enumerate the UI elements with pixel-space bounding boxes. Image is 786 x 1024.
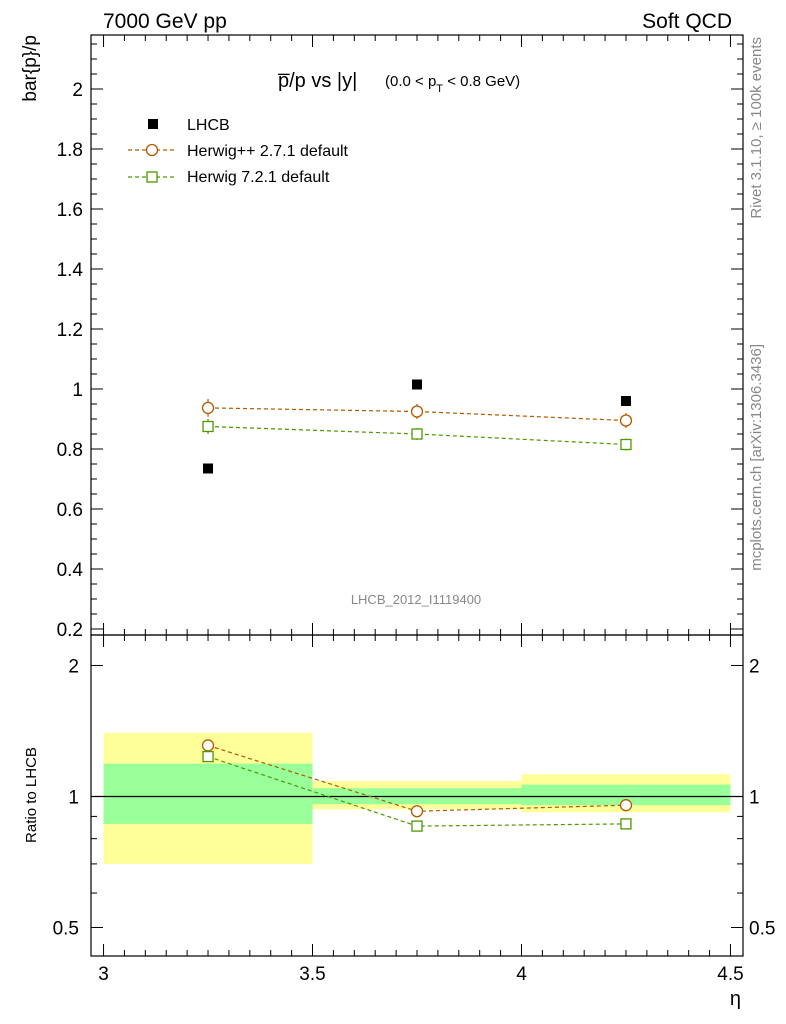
legend-entry-lhcb: LHCB (148, 117, 230, 134)
chart-subtitle: (0.0 < pT < 0.8 GeV) (385, 73, 520, 95)
legend-entry-herwig7: Herwig 7.2.1 default (128, 169, 330, 186)
main-data-point-circle (201, 401, 215, 415)
uncertainty-band-green (103, 763, 313, 824)
chart-subtitle-index: T (436, 83, 443, 95)
ratio-data-point-circle (201, 739, 215, 752)
main-x-ticks (103, 35, 731, 635)
chart-subtitle-post: < 0.8 GeV) (443, 73, 520, 90)
ratio-data-point-square (202, 750, 214, 763)
main-y-tick-label: 0.6 (57, 500, 83, 521)
header-right: Soft QCD (642, 10, 732, 33)
main-y-tick-label: 1.6 (57, 200, 83, 221)
x-tick-label: 4 (516, 964, 527, 985)
main-y-axis: 0.2 0.4 0.6 0.8 1 1.2 1.4 1.6 1.8 2 (57, 43, 743, 641)
lhcb-data-point (620, 396, 631, 406)
header-left: 7000 GeV pp (103, 10, 227, 33)
legend-entry-herwigpp: Herwig++ 2.7.1 default (128, 143, 349, 160)
legend-label-herwig7: Herwig 7.2.1 default (187, 169, 330, 186)
x-tick-label: 3 (98, 964, 109, 985)
main-y-tick-label: 2 (72, 80, 83, 101)
main-y-tick-label: 1.4 (57, 260, 84, 281)
lhcb-data-point (203, 463, 214, 474)
main-data-point-square (202, 420, 214, 433)
legend-label-herwigpp: Herwig++ 2.7.1 default (187, 143, 349, 160)
ratio-data-point-circle (619, 799, 633, 812)
chart-title: p̅/p vs |y| (278, 70, 357, 92)
lhcb-data-point (412, 379, 422, 390)
legend-label-lhcb: LHCB (187, 117, 230, 134)
legend-marker-open-square (146, 171, 158, 183)
ratio-y-tick-label: 0.5 (53, 918, 79, 939)
ratio-y-tick-label: 1 (68, 787, 79, 808)
legend: LHCB Herwig++ 2.7.1 default Herwig 7.2.1… (128, 117, 349, 186)
analysis-watermark: LHCB_2012_I1119400 (351, 592, 481, 607)
legend-marker-filled-square (148, 119, 158, 129)
ratio-y-tick-label-right: 2 (749, 656, 760, 677)
rivet-version-text: Rivet 3.1.10, ≥ 100k events (748, 37, 765, 219)
ratio-data-point-circle (410, 805, 424, 818)
ratio-y-axis-label: Ratio to LHCB (23, 747, 40, 843)
main-panel: 0.2 0.4 0.6 0.8 1 1.2 1.4 1.6 1.8 2 bar{p}/p p̅/p… (20, 34, 744, 641)
main-y-axis-label: bar{p}/p (20, 35, 41, 102)
main-data-point-square (620, 438, 632, 451)
main-y-tick-label: 1.2 (57, 320, 83, 341)
legend-marker-open-circle (145, 143, 159, 157)
x-tick-label: 4.5 (717, 964, 743, 985)
chart-subtitle-pre: (0.0 < p (385, 73, 436, 90)
main-y-tick-label: 0.4 (57, 560, 84, 581)
ratio-data-point-square (411, 820, 423, 832)
ratio-x-axis: 3 3.5 4 4.5 (98, 635, 744, 985)
x-axis-label: η (730, 988, 741, 1010)
uncertainty-band-green (521, 784, 731, 806)
main-data-point-circle (619, 414, 633, 427)
main-data-point-circle (410, 405, 424, 418)
ratio-y-tick-label-right: 0.5 (749, 918, 775, 939)
ratio-panel: 0.5 0.5 1 1 2 2 3 3.5 4 4.5 Ratio to LHCB η (23, 634, 776, 1010)
main-y-tick-label: 0.2 (57, 620, 83, 641)
main-y-tick-label: 1 (72, 380, 83, 401)
ratio-y-tick-label: 2 (68, 656, 79, 677)
ratio-y-tick-label-right: 1 (749, 787, 760, 808)
source-text: mcplots.cern.ch [arXiv:1306.3436] (748, 344, 765, 571)
x-tick-label: 3.5 (299, 964, 325, 985)
main-y-tick-label: 0.8 (57, 440, 83, 461)
main-data-point-square (411, 428, 423, 440)
ratio-plot-area (91, 732, 743, 864)
ratio-data-point-square (620, 818, 632, 830)
main-y-tick-label: 1.8 (57, 140, 83, 161)
chart-title-main: p̅/p vs |y| (278, 70, 357, 92)
main-plot-area (201, 379, 633, 474)
ratio-y-axis: 0.5 0.5 1 1 2 2 (53, 656, 776, 939)
